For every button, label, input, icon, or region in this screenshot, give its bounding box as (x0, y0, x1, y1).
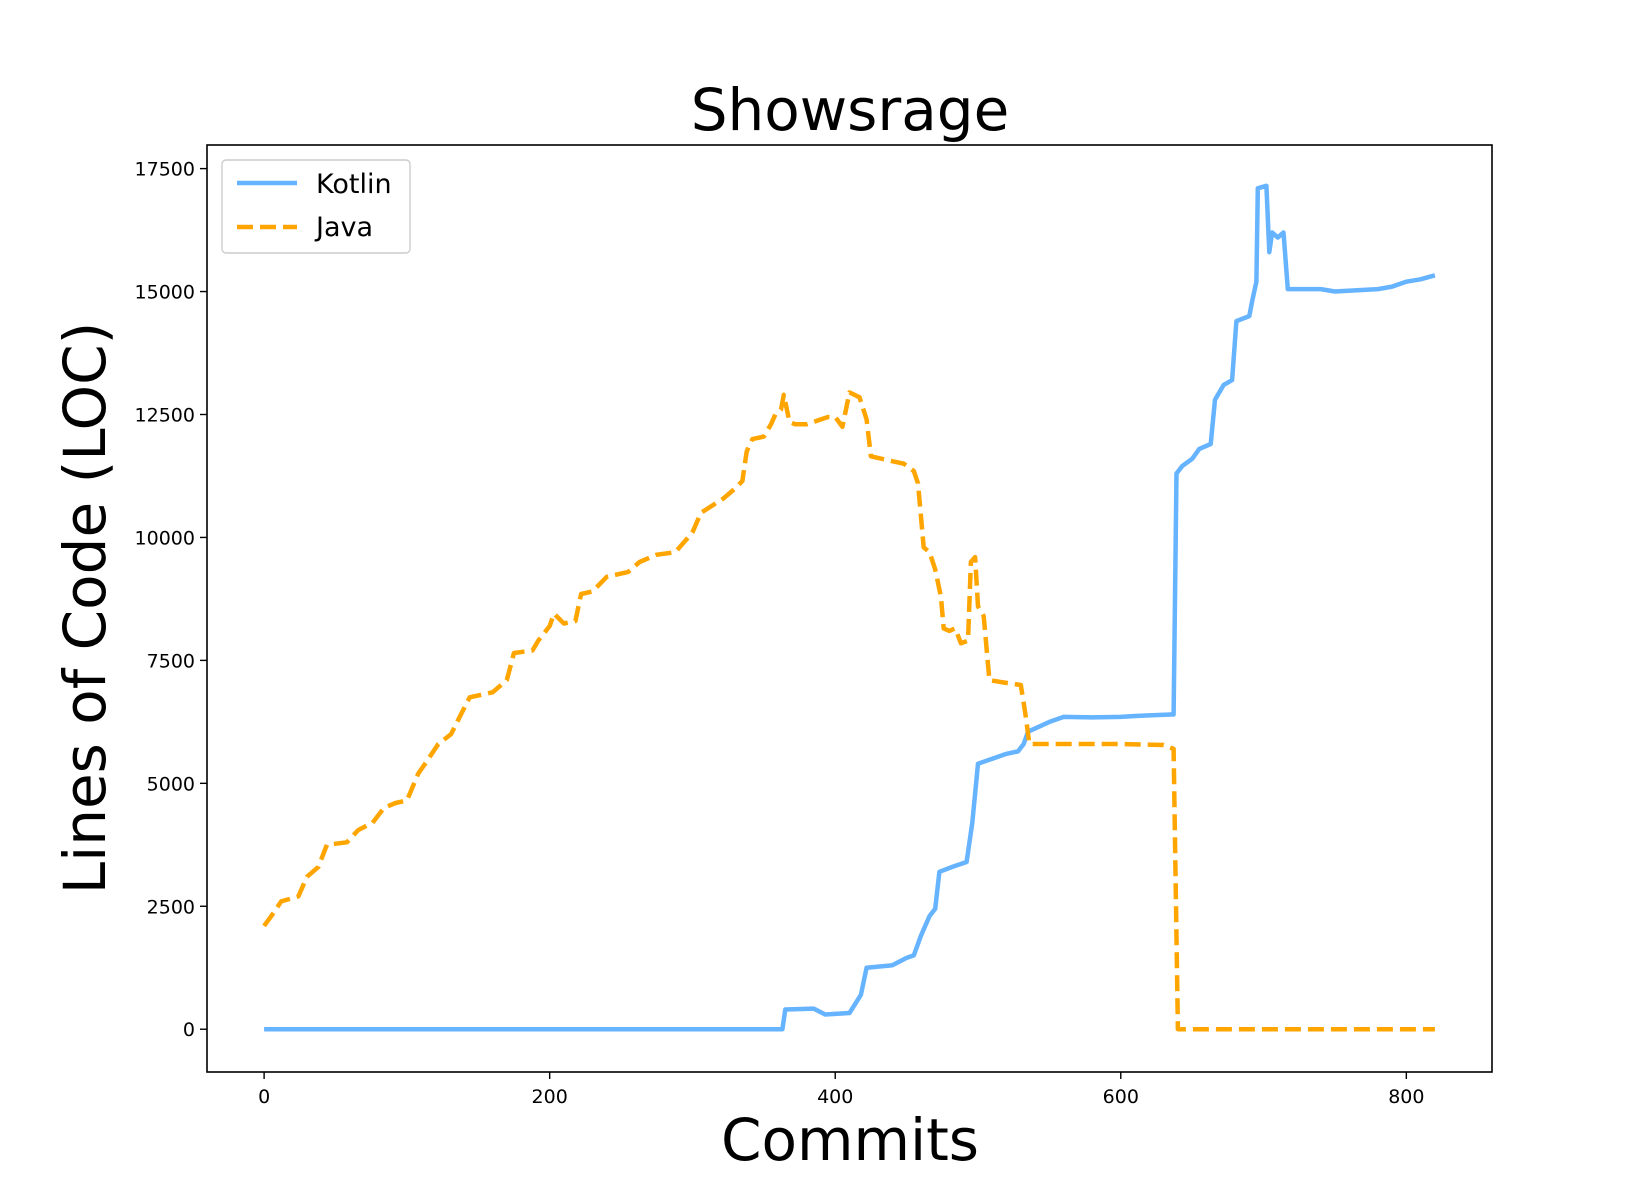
y-tick-label: 17500 (135, 159, 195, 181)
plot-frame (206, 144, 1493, 1073)
x-axis-label: Commits (721, 1106, 979, 1174)
y-axis-label: Lines of Code (LOC) (51, 322, 119, 894)
x-axis-ticks: 0 200 400 600 800 (258, 1072, 1424, 1108)
chart-title: Showsrage (691, 76, 1010, 144)
y-tick-label: 5000 (147, 773, 195, 795)
y-tick-label: 15000 (135, 282, 195, 304)
x-tick-label: 600 (1103, 1086, 1139, 1108)
y-tick-label: 2500 (147, 896, 195, 918)
y-axis-ticks: 0 2500 5000 7500 10000 12500 15000 17500 (135, 159, 207, 1041)
y-tick-label: 12500 (135, 404, 195, 426)
x-tick-label: 0 (258, 1086, 270, 1108)
legend-label-kotlin: Kotlin (316, 169, 392, 200)
x-tick-label: 800 (1388, 1086, 1424, 1108)
x-tick-label: 400 (817, 1086, 853, 1108)
x-tick-label: 200 (532, 1086, 568, 1108)
y-tick-label: 10000 (135, 527, 195, 549)
series-line-java (262, 390, 1435, 1032)
legend-label-java: Java (314, 212, 373, 243)
y-tick-label: 0 (183, 1019, 195, 1041)
y-tick-label: 7500 (147, 650, 195, 672)
series-layer (262, 183, 1436, 1032)
legend: Kotlin Java (221, 159, 411, 254)
series-line-kotlin (264, 183, 1436, 1032)
